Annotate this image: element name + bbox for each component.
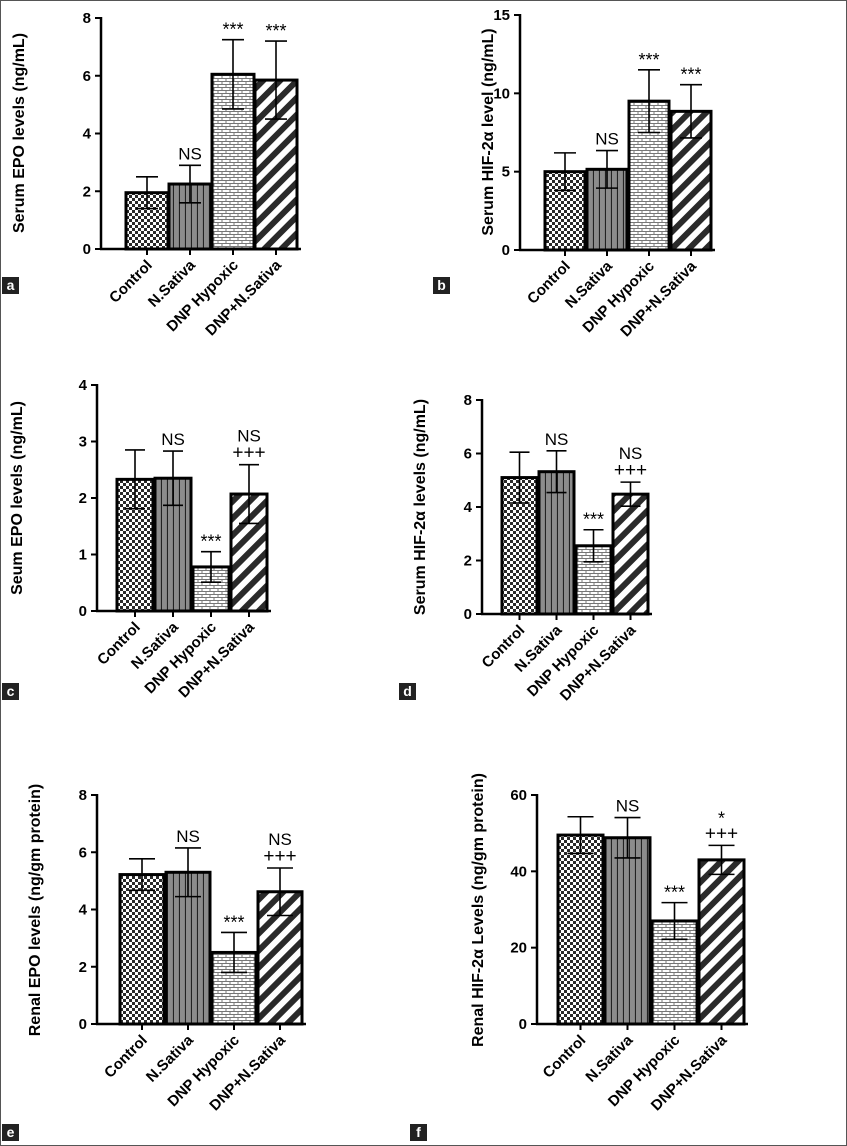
panel-d-ytick-label-3: 6 xyxy=(464,446,472,463)
panel-e-ytick-label-4: 8 xyxy=(79,787,87,804)
panel-f-ytick-label-0: 0 xyxy=(519,1016,527,1033)
panel-f-annotation-3-1: * xyxy=(718,808,725,828)
panel-d-ytick-label-4: 8 xyxy=(464,392,472,409)
panel-e-annotation-3-1: NS xyxy=(268,830,292,849)
panel-b-ytick-label-3: 15 xyxy=(493,7,510,24)
panel-e-bar-0 xyxy=(118,873,166,1026)
panel-f-ytick-label-3: 60 xyxy=(510,787,527,804)
panel-d-annotation-2-0: *** xyxy=(583,510,604,530)
panel-c-annotation-2-0: *** xyxy=(200,532,221,552)
panel-d-ytick-label-2: 4 xyxy=(464,499,473,516)
panel-e-ytick-label-1: 2 xyxy=(79,959,87,976)
panel-a-tag-box xyxy=(2,277,19,294)
panel-a-ytick-label-0: 0 xyxy=(83,241,91,258)
panel-f-annotation-2-0: *** xyxy=(664,883,685,903)
panel-f-ylabel: Renal HIF-2α Levels (ng/gm protein) xyxy=(470,773,487,1047)
panel-b-tag-box xyxy=(433,277,450,294)
panel-b-annotation-2-0: *** xyxy=(638,50,659,70)
panel-a-ytick-label-2: 4 xyxy=(83,126,92,143)
panel-c-ytick-label-3: 3 xyxy=(79,434,87,451)
panel-b-category-label-3: DNP+N.Sativa xyxy=(617,257,700,340)
panel-f-tag-box xyxy=(410,1124,427,1141)
panel-e-tag: e xyxy=(7,1124,15,1140)
panel-a-annotation-3-0: *** xyxy=(265,21,286,41)
panel-d-tag: d xyxy=(403,683,412,699)
panel-f-bar-1 xyxy=(603,836,652,1026)
panel-d-annotation-3-0: +++ xyxy=(614,460,647,481)
panel-e-ylabel: Renal EPO levels (ng/gm protein) xyxy=(27,784,44,1037)
panel-c-annotation-1-0: NS xyxy=(161,430,185,449)
panel-e-ytick-label-0: 0 xyxy=(79,1016,87,1033)
panel-f-tag: f xyxy=(416,1124,421,1140)
panel-e-tag-box xyxy=(2,1124,19,1141)
panel-b-tag: b xyxy=(437,277,446,293)
panel-f-bar-3 xyxy=(697,858,746,1026)
panel-a-annotation-1-0: NS xyxy=(178,144,202,163)
panel-c-tag: c xyxy=(7,683,15,699)
panel-c-ytick-label-2: 2 xyxy=(79,490,87,507)
panel-c-annotation-3-1: NS xyxy=(237,427,261,446)
panel-d-annotation-1-0: NS xyxy=(545,430,569,449)
panel-d-annotation-3-1: NS xyxy=(619,444,643,463)
panel-e-ytick-label-3: 6 xyxy=(79,844,87,861)
panel-b-annotation-3-0: *** xyxy=(680,65,701,85)
panel-c-annotation-3-0: +++ xyxy=(232,443,265,464)
panel-c-ytick-label-4: 4 xyxy=(79,377,88,394)
panel-e-annotation-3-0: +++ xyxy=(263,846,296,867)
panel-b-annotation-1-0: NS xyxy=(595,130,619,149)
panel-a-ylabel: Serum EPO levels (ng/mL) xyxy=(11,33,28,233)
panel-a-annotation-2-0: *** xyxy=(222,20,243,40)
panel-f-bar-0 xyxy=(556,833,605,1026)
panel-f-annotation-3-0: +++ xyxy=(705,823,738,844)
panel-e-annotation-1-0: NS xyxy=(176,827,200,846)
panel-b-ytick-label-1: 5 xyxy=(502,164,510,181)
panel-d-ytick-label-0: 0 xyxy=(464,606,472,623)
panel-c-tag-box xyxy=(2,683,19,700)
panel-a-tag: a xyxy=(7,277,15,293)
panel-d-bar-3 xyxy=(611,492,650,616)
panel-d-ylabel: Serum HIF-2α levels (ng/mL) xyxy=(412,399,429,615)
panel-d-tag-box xyxy=(399,683,416,700)
panel-b-ylabel: Serum HIF-2α level (ng/mL) xyxy=(480,28,497,235)
panel-e-annotation-2-0: *** xyxy=(223,912,244,932)
panel-c-ytick-label-0: 0 xyxy=(79,603,87,620)
panel-e-ytick-label-2: 4 xyxy=(79,902,88,919)
panel-f-ytick-label-1: 20 xyxy=(510,940,527,957)
panel-b-ytick-label-0: 0 xyxy=(502,242,510,259)
panel-c-ylabel: Seum EPO levels (ng/mL) xyxy=(9,401,26,595)
panel-d-ytick-label-1: 2 xyxy=(464,553,472,570)
panel-a-ytick-label-3: 6 xyxy=(83,68,91,85)
panel-b-ytick-label-2: 10 xyxy=(493,85,510,102)
panel-a-ytick-label-1: 2 xyxy=(83,183,91,200)
panel-c-ytick-label-1: 1 xyxy=(79,547,87,564)
panel-a-ytick-label-4: 8 xyxy=(83,10,91,27)
panel-f-annotation-1-0: NS xyxy=(616,797,640,816)
panel-a-category-label-3: DNP+N.Sativa xyxy=(202,256,285,339)
panel-f-ytick-label-2: 40 xyxy=(510,863,527,880)
